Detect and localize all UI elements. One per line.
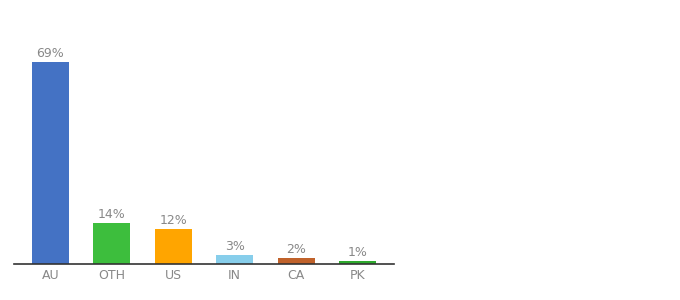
Bar bbox=[32, 62, 69, 264]
Text: 69%: 69% bbox=[37, 47, 65, 60]
Bar bbox=[277, 258, 315, 264]
Text: 14%: 14% bbox=[98, 208, 126, 221]
Bar bbox=[155, 229, 192, 264]
Bar bbox=[339, 261, 376, 264]
Text: 12%: 12% bbox=[159, 214, 187, 226]
Text: 3%: 3% bbox=[225, 240, 245, 253]
Bar bbox=[93, 223, 131, 264]
Text: 1%: 1% bbox=[347, 246, 367, 259]
Bar bbox=[216, 255, 253, 264]
Text: 2%: 2% bbox=[286, 243, 306, 256]
